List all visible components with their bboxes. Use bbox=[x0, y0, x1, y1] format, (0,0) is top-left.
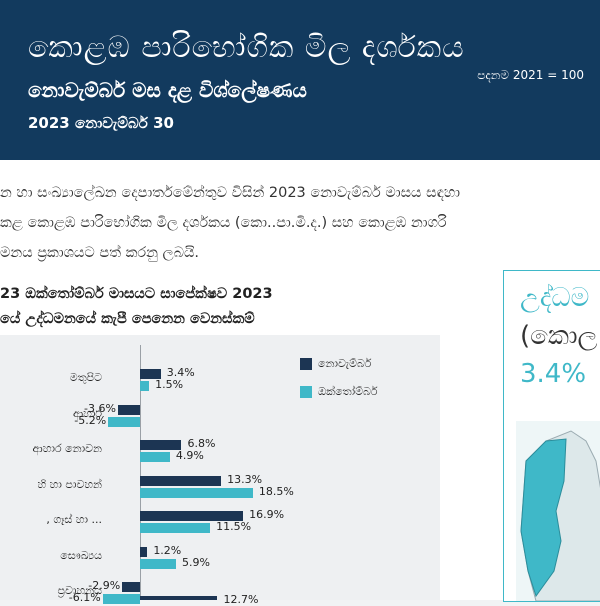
report-title: කොළඹ පාරිභෝගික මිල දර්ශකය bbox=[28, 30, 465, 65]
chart-zero-axis bbox=[140, 345, 141, 600]
bar-nov bbox=[140, 475, 222, 486]
bar-nov bbox=[122, 582, 140, 592]
bar-oct bbox=[140, 452, 170, 462]
intro-line-1: න හා සංඛ්‍යාලේඛන දෙපාර්තමේන්තුව විසින් 2… bbox=[0, 185, 461, 201]
bar-oct bbox=[140, 381, 150, 391]
category-label: මතුපිට bbox=[69, 371, 102, 384]
category-label: සෞඛ්‍යය bbox=[60, 548, 102, 562]
bar-nov bbox=[118, 404, 140, 415]
value-label-nov: 6.8% bbox=[187, 437, 216, 450]
bar-oct bbox=[108, 416, 140, 427]
legend-label-nov: නොවැම්බර් bbox=[318, 357, 372, 370]
category-label: හි හා පාවහන් bbox=[37, 477, 103, 491]
bar-nov bbox=[140, 546, 148, 557]
bar-oct bbox=[140, 487, 253, 498]
inflation-summary-card: උද්ධම (කොල 3.4% bbox=[503, 270, 600, 602]
bar-partial bbox=[140, 596, 218, 600]
intro-paragraph: න හා සංඛ්‍යාලේඛන දෙපාර්තමේන්තුව විසින් 2… bbox=[0, 178, 600, 268]
legend-oct: ඔක්තෝම්බර් bbox=[300, 385, 378, 399]
legend-nov: නොවැම්බර් bbox=[300, 357, 371, 371]
chart-heading-line-1: 23 ඔක්තෝම්බර් මාසයට සාපේක්ෂව 2023 bbox=[0, 286, 273, 302]
legend-swatch-oct bbox=[300, 386, 312, 398]
value-label-oct: 18.5% bbox=[258, 484, 294, 498]
report-date: 2023 නොවැම්බර් 30 bbox=[28, 114, 174, 132]
bar-oct bbox=[140, 558, 176, 569]
intro-line-2: කළ කොළඹ පාරිභෝගික මිල දර්ශකය (කො..පා.මි.… bbox=[0, 215, 447, 231]
legend-swatch-nov bbox=[300, 358, 312, 370]
sri-lanka-map bbox=[516, 421, 600, 601]
report-subtitle: නොවැම්බර් මස දළ විශ්ලේෂණය bbox=[28, 78, 307, 102]
chart-heading: 23 ඔක්තෝම්බර් මාසයට සාපේක්ෂව 2023 යේ උද්… bbox=[0, 282, 273, 332]
summary-card-value: 3.4% bbox=[520, 359, 587, 389]
category-label: ආහාර bbox=[72, 406, 102, 420]
value-label-oct: -6.1% bbox=[68, 591, 101, 604]
bar-nov bbox=[140, 440, 182, 450]
value-label-nov: 13.3% bbox=[227, 472, 263, 486]
legend-label-oct: ඔක්තෝම්බර් bbox=[318, 385, 378, 398]
bar-oct bbox=[140, 523, 211, 533]
value-label-oct: 4.9% bbox=[175, 449, 204, 462]
bar-nov bbox=[140, 511, 244, 521]
intro-line-3: මනය ප්‍රකාශයට පත් කරනු ලබයි. bbox=[0, 245, 200, 261]
category-label: ආහාර නොවන bbox=[32, 442, 102, 455]
value-label-nov: -3.6% bbox=[84, 401, 116, 415]
summary-card-title: උද්ධම bbox=[520, 283, 590, 313]
category-label: , ගෑස් හා ... bbox=[46, 513, 102, 526]
value-label-nov: 16.9% bbox=[249, 508, 285, 521]
base-year-label: පදනම 2021 = 100 bbox=[477, 68, 584, 82]
value-label-oct: 1.5% bbox=[155, 378, 184, 391]
value-label-oct: -5.2% bbox=[74, 413, 107, 427]
inflation-bar-chart: නොවැම්බර් ඔක්තෝම්බර් මතුපිට 3.4% 1.5% ආහාර -… bbox=[0, 335, 440, 606]
category-label: ප්‍රවාහනය bbox=[57, 584, 102, 597]
value-label-oct: 5.9% bbox=[181, 555, 210, 569]
header-banner: කොළඹ පාරිභෝගික මිල දර්ශකය පදනම 2021 = 10… bbox=[0, 0, 600, 160]
chart-heading-line-2: යේ උද්ධමනයේ කැපී පෙනෙන වෙනස්කම් bbox=[0, 311, 255, 327]
bar-nov bbox=[140, 369, 161, 379]
value-label-oct: 11.5% bbox=[216, 520, 252, 533]
value-label-nov: -2.9% bbox=[88, 579, 121, 592]
bar-oct bbox=[102, 594, 140, 604]
summary-card-subtitle: (කොල bbox=[520, 321, 598, 351]
value-label-nov: 1.2% bbox=[153, 543, 182, 557]
value-label-nov: 3.4% bbox=[166, 366, 195, 379]
